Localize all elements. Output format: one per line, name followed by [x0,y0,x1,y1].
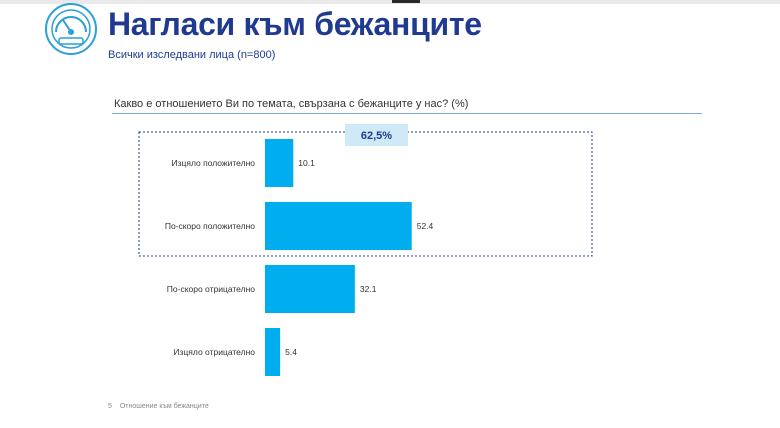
category-label: По-скоро отрицателно [167,284,255,294]
footer-page-number: 5 [108,403,112,410]
footer: 5 Отношение към бежанците [108,403,215,410]
bar [265,328,281,376]
category-label: Изцяло положително [171,158,255,168]
highlight-total-label: 62,5% [361,130,392,142]
page-title: Нагласи към бежанците [108,6,482,42]
value-label: 52.4 [417,221,434,231]
highlight-frame [138,131,593,257]
gauge-logo-icon [45,3,97,55]
bar [265,265,355,313]
window-top-handle [392,0,420,3]
bar [265,139,294,187]
value-label: 10.1 [298,158,315,168]
category-label: По-скоро положително [165,221,255,231]
bar [265,202,412,250]
value-label: 5.4 [285,347,297,357]
category-label: Изцяло отрицателно [173,347,255,357]
value-label: 32.1 [360,284,377,294]
page-subtitle: Всички изследвани лица (n=800) [108,49,276,61]
question-underline [112,113,702,114]
window-top-bar [0,0,780,4]
footer-section: Отношение към бежанците [119,403,209,410]
highlight-badge [345,124,408,146]
chart-question: Какво е отношението Ви по темата, свърза… [114,98,469,110]
